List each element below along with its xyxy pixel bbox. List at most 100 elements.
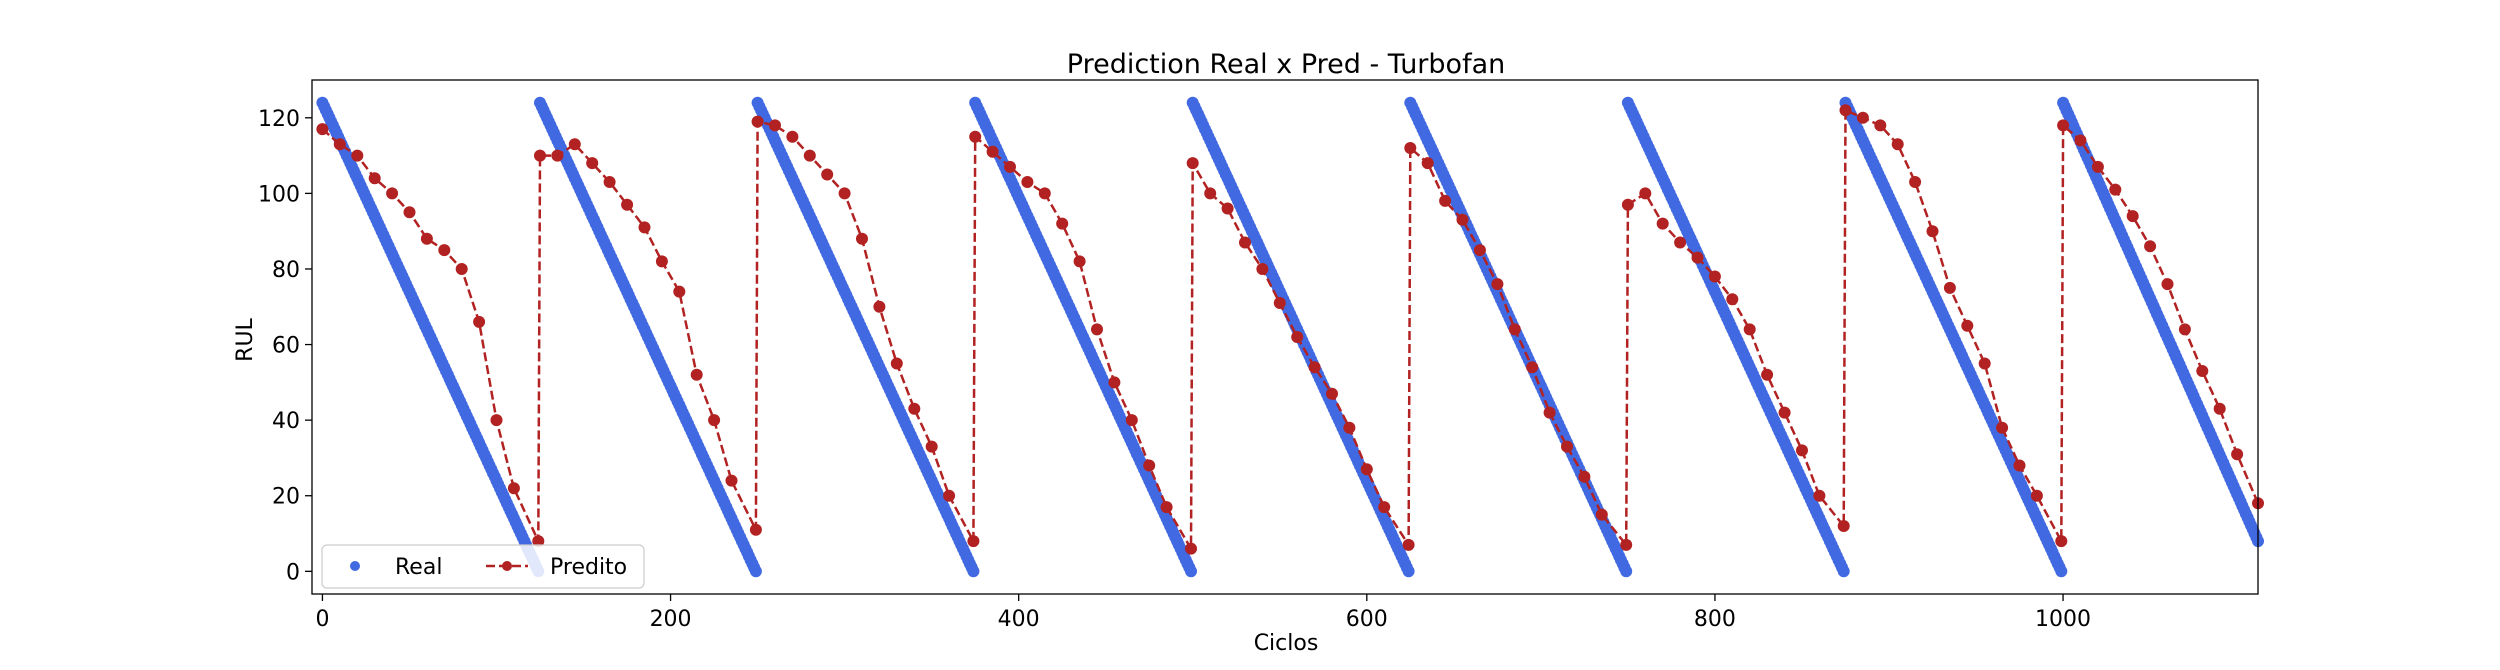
predito-point: [333, 138, 346, 151]
predito-point: [821, 168, 834, 181]
predito-point: [1291, 331, 1304, 343]
predito-point: [473, 315, 486, 328]
predito-point: [1343, 421, 1356, 434]
predito-point: [1909, 176, 1922, 188]
x-tick-label: 1000: [2035, 607, 2091, 632]
predito-point: [1561, 440, 1573, 453]
predito-point: [1508, 323, 1521, 336]
y-tick-label: 120: [258, 107, 300, 132]
predito-point: [1839, 104, 1852, 117]
legend: Real Predito: [321, 544, 645, 589]
predito-point: [1926, 225, 1939, 238]
predito-point: [1143, 459, 1156, 472]
predito-point: [1273, 297, 1286, 309]
predito-point: [621, 198, 634, 211]
predito-point: [551, 149, 564, 162]
predito-point: [690, 368, 703, 381]
real-point: [967, 565, 980, 578]
y-axis-label: RUL: [233, 317, 258, 361]
predito-point: [908, 402, 921, 415]
predito-point: [1360, 463, 1373, 476]
predito-point: [2057, 119, 2070, 132]
predito-point: [1778, 406, 1791, 419]
predito-point: [803, 149, 816, 162]
predito-point: [1978, 357, 1991, 370]
predito-point: [925, 440, 938, 453]
x-tick-label: 400: [998, 607, 1040, 632]
real-point: [1185, 565, 1197, 578]
predito-point: [725, 474, 738, 487]
predito-point: [586, 157, 599, 170]
y-tick-label: 20: [272, 485, 300, 510]
predito-point: [943, 489, 956, 502]
predito-point: [769, 119, 781, 132]
predito-point: [838, 187, 851, 200]
predito-point: [2178, 323, 2191, 336]
predito-point: [2030, 489, 2043, 502]
predito-point: [1308, 361, 1321, 374]
predito-point: [1402, 538, 1415, 551]
predito-point: [749, 523, 762, 536]
predito-point: [673, 285, 686, 298]
y-tick-label: 60: [272, 334, 300, 359]
y-tick-label: 80: [272, 258, 300, 283]
predito-point: [1473, 244, 1486, 257]
predito-point: [1056, 217, 1069, 230]
predito-point: [969, 130, 982, 143]
predito-point: [507, 482, 520, 495]
predito-point: [708, 414, 721, 427]
predito-point: [1813, 489, 1826, 502]
predito-point: [786, 130, 799, 143]
legend-predito-marker: [502, 561, 512, 571]
real-point: [1620, 565, 1633, 578]
x-tick-label: 600: [1346, 607, 1388, 632]
predito-point: [420, 232, 433, 245]
predito-point: [1996, 421, 2009, 434]
predito-point: [568, 138, 581, 151]
predito-point: [2161, 278, 2174, 291]
predito-point: [490, 414, 503, 427]
predito-point: [1378, 501, 1391, 514]
predito-point: [2144, 240, 2157, 253]
predito-point: [1743, 323, 1756, 336]
predito-point: [1656, 217, 1669, 230]
predito-point: [455, 263, 468, 275]
predito-point: [1621, 198, 1634, 211]
predito-point: [1439, 194, 1452, 207]
predito-point: [386, 187, 399, 200]
predito-point: [856, 232, 868, 245]
predito-point: [368, 172, 381, 185]
predito-point: [534, 149, 546, 162]
predito-point: [351, 149, 364, 162]
predito-point: [1073, 255, 1086, 268]
predito-point: [1837, 520, 1850, 532]
predito-point: [532, 535, 545, 548]
predito-point: [1726, 293, 1739, 306]
predito-point: [2109, 183, 2122, 196]
predito-point: [403, 206, 416, 219]
predito-point: [2213, 402, 2226, 415]
predito-point: [1004, 160, 1016, 173]
predito-point: [1038, 187, 1051, 200]
predito-point: [1221, 202, 1234, 215]
predito-point: [1526, 361, 1539, 374]
predito-point: [967, 535, 980, 548]
predito-point: [2013, 459, 2026, 472]
predito-point: [1404, 142, 1417, 154]
predito-point: [1891, 138, 1904, 151]
x-tick-label: 800: [1694, 607, 1736, 632]
predito-point: [2055, 535, 2068, 548]
predito-point: [1620, 538, 1633, 551]
real-point: [749, 565, 762, 578]
predito-point: [638, 221, 651, 234]
predito-point: [1204, 187, 1217, 200]
y-axis: 0 20 40 60 80 100 120: [258, 107, 312, 585]
predito-point: [1125, 414, 1138, 427]
predito-point: [438, 244, 451, 257]
predito-point: [1578, 470, 1591, 483]
y-tick-label: 40: [272, 409, 300, 434]
predito-point: [1239, 236, 1251, 249]
real-point: [2055, 565, 2068, 578]
predito-point: [1961, 319, 1974, 332]
predito-point: [1543, 406, 1556, 419]
